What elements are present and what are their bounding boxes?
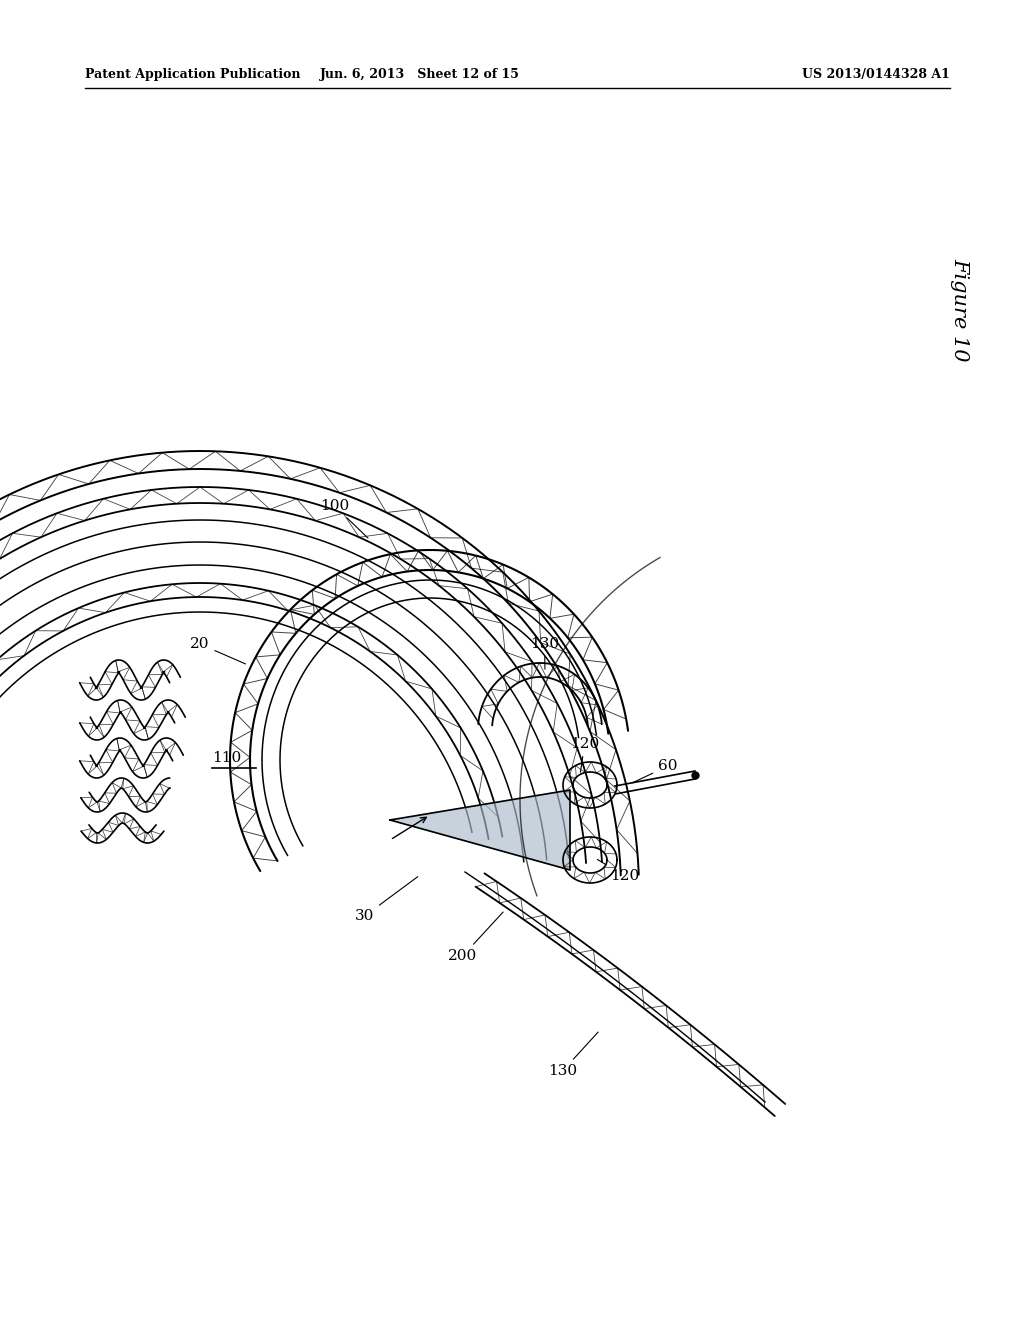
Text: 20: 20 bbox=[190, 638, 246, 664]
Text: 200: 200 bbox=[449, 912, 503, 964]
Text: 130: 130 bbox=[548, 1032, 598, 1078]
Polygon shape bbox=[390, 789, 570, 870]
Text: 120: 120 bbox=[597, 859, 639, 883]
Text: 30: 30 bbox=[355, 876, 418, 923]
Text: 130: 130 bbox=[530, 638, 559, 669]
Text: Figure 10: Figure 10 bbox=[950, 259, 970, 362]
Text: US 2013/0144328 A1: US 2013/0144328 A1 bbox=[802, 69, 950, 81]
Text: Patent Application Publication: Patent Application Publication bbox=[85, 69, 300, 81]
Text: 120: 120 bbox=[570, 737, 599, 772]
Text: 110: 110 bbox=[212, 751, 242, 766]
Text: 60: 60 bbox=[633, 759, 678, 783]
Text: Jun. 6, 2013   Sheet 12 of 15: Jun. 6, 2013 Sheet 12 of 15 bbox=[321, 69, 520, 81]
Text: 100: 100 bbox=[319, 499, 368, 539]
